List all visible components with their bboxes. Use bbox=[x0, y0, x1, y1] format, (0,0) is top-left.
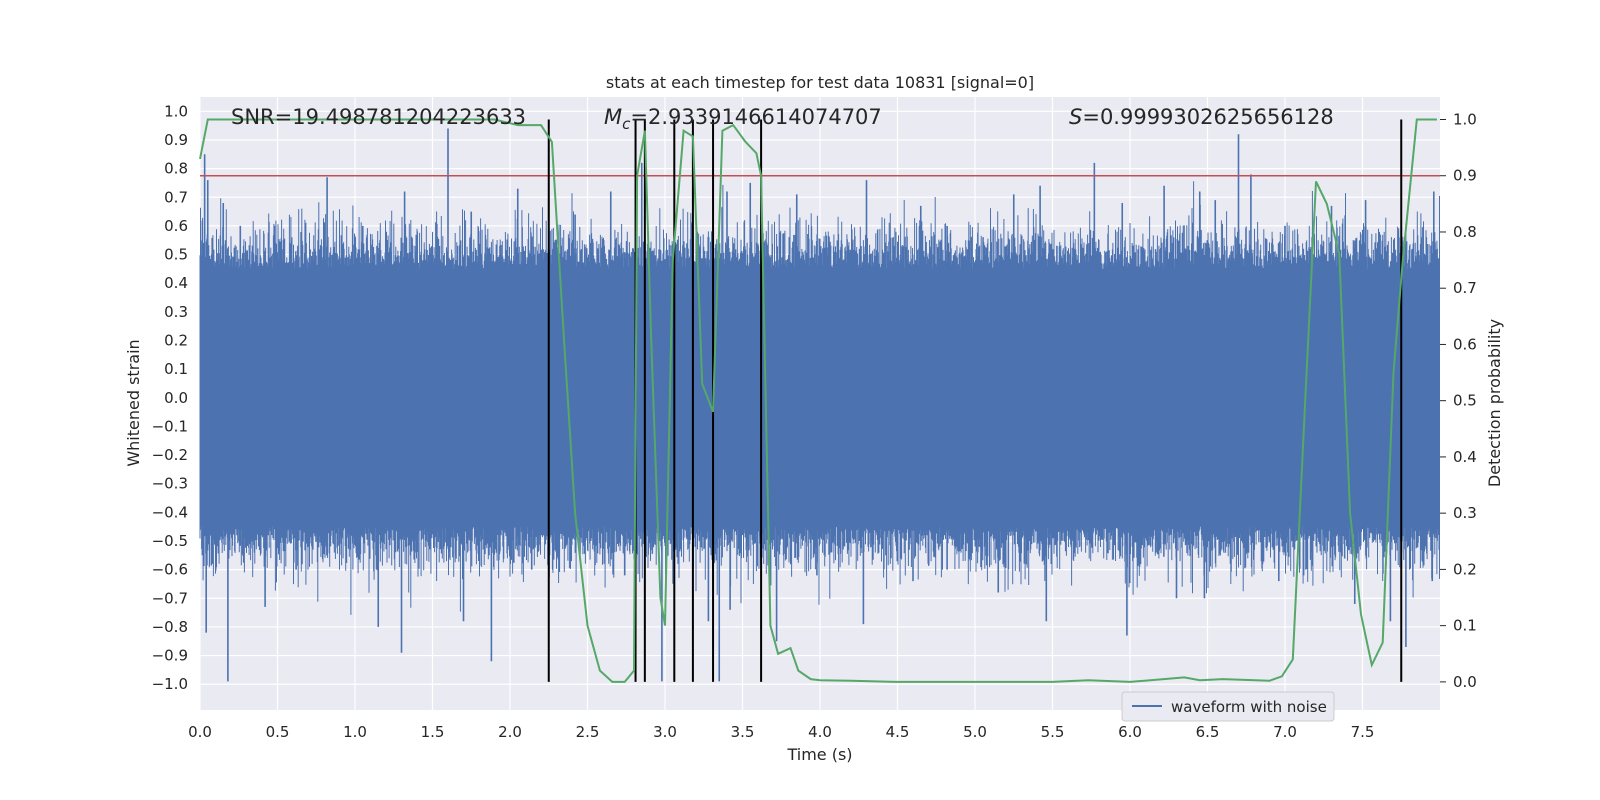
legend-box bbox=[1121, 691, 1335, 722]
x-tick-label: 7.5 bbox=[1351, 723, 1375, 741]
x-tick-label: 1.0 bbox=[343, 723, 367, 741]
y-tick-label: 0.8 bbox=[164, 160, 188, 178]
y-tick-label: 0.4 bbox=[164, 274, 188, 292]
x-tick-label: 2.5 bbox=[576, 723, 600, 741]
x-tick-label: 7.0 bbox=[1273, 723, 1297, 741]
y2-tick-label: 0.7 bbox=[1453, 279, 1477, 297]
x-axis-title: Time (s) bbox=[786, 745, 852, 764]
x-tick-label: 5.5 bbox=[1041, 723, 1065, 741]
y-tick-label: 0.3 bbox=[164, 303, 188, 321]
waveform-series bbox=[199, 128, 1440, 682]
probability-line bbox=[199, 118, 1437, 683]
y-tick-label: 0.2 bbox=[164, 331, 188, 349]
legend-label: waveform with noise bbox=[1171, 698, 1327, 716]
y-tick-label: −0.8 bbox=[152, 618, 188, 636]
y-tick-label: 0.9 bbox=[164, 131, 188, 149]
y-tick-label: −0.3 bbox=[152, 475, 188, 493]
y2-tick-label: 1.0 bbox=[1453, 110, 1477, 128]
y2-axis-title: Detection probability bbox=[1485, 319, 1504, 487]
chart-title: stats at each timestep for test data 108… bbox=[606, 73, 1034, 92]
x-tick-label: 4.5 bbox=[886, 723, 910, 741]
probability-series bbox=[199, 118, 1437, 683]
y-tick-label: 0.7 bbox=[164, 188, 188, 206]
s-annotation: S=0.9999302625656128 bbox=[1069, 105, 1334, 129]
x-tick-label: 1.5 bbox=[421, 723, 445, 741]
x-tick-label: 0.5 bbox=[266, 723, 290, 741]
y2-tick-labels: 1.0 0.9 0.8 0.7 0.6 0.5 0.4 0.3 0.2 0.1 0.0 bbox=[1440, 110, 1477, 691]
y2-tick-label: 0.0 bbox=[1453, 673, 1477, 691]
y-tick-label: −1.0 bbox=[152, 675, 188, 693]
y2-tick-label: 0.1 bbox=[1453, 617, 1477, 635]
y2-tick-label: 0.2 bbox=[1453, 560, 1477, 578]
x-tick-label: 0.0 bbox=[188, 723, 212, 741]
y-tick-label: −0.1 bbox=[152, 417, 188, 435]
y2-tick-label: 0.5 bbox=[1453, 392, 1477, 410]
waveform-trace bbox=[199, 181, 1440, 615]
y-tick-label: −0.7 bbox=[152, 589, 188, 607]
y2-tick-label: 0.6 bbox=[1453, 335, 1477, 353]
y-tick-label: 0.0 bbox=[164, 389, 188, 407]
y-tick-label: 0.5 bbox=[164, 246, 188, 264]
x-tick-labels: 0.0 0.5 1.0 1.5 2.0 2.5 3.0 3.5 4.0 4.5 5.0 5.5 6.0 6… bbox=[188, 723, 1374, 741]
chirp-mass-annotation: Mc=2.9339146614074707 bbox=[604, 105, 882, 133]
y-tick-label: −0.2 bbox=[152, 446, 188, 464]
legend: waveform with noise bbox=[1121, 691, 1335, 722]
y-tick-label: −0.6 bbox=[152, 561, 188, 579]
y-tick-label: 0.6 bbox=[164, 217, 188, 235]
x-tick-label: 6.0 bbox=[1118, 723, 1142, 741]
x-tick-label: 6.5 bbox=[1196, 723, 1220, 741]
x-tick-label: 3.5 bbox=[731, 723, 755, 741]
y2-tick-label: 0.4 bbox=[1453, 448, 1477, 466]
y-tick-label: −0.4 bbox=[152, 503, 188, 521]
x-tick-label: 3.0 bbox=[653, 723, 677, 741]
y-tick-label: −0.9 bbox=[152, 647, 188, 665]
y-tick-label: 0.1 bbox=[164, 360, 188, 378]
x-tick-label: 5.0 bbox=[963, 723, 987, 741]
y2-tick-label: 0.3 bbox=[1453, 504, 1477, 522]
x-tick-label: 2.0 bbox=[498, 723, 522, 741]
y2-tick-label: 0.9 bbox=[1453, 167, 1477, 185]
y2-tick-label: 0.8 bbox=[1453, 223, 1477, 241]
y-axis-title: Whitened strain bbox=[124, 339, 143, 466]
snr-annotation: SNR=19.498781204223633 bbox=[231, 105, 526, 129]
x-tick-label: 4.0 bbox=[808, 723, 832, 741]
y-tick-labels: 1.0 0.9 0.8 0.7 0.6 0.5 0.4 0.3 0.2 0.1 0.0 −0.1 −0.… bbox=[152, 102, 188, 693]
y-tick-label: 1.0 bbox=[164, 102, 188, 120]
y-tick-label: −0.5 bbox=[152, 532, 188, 550]
